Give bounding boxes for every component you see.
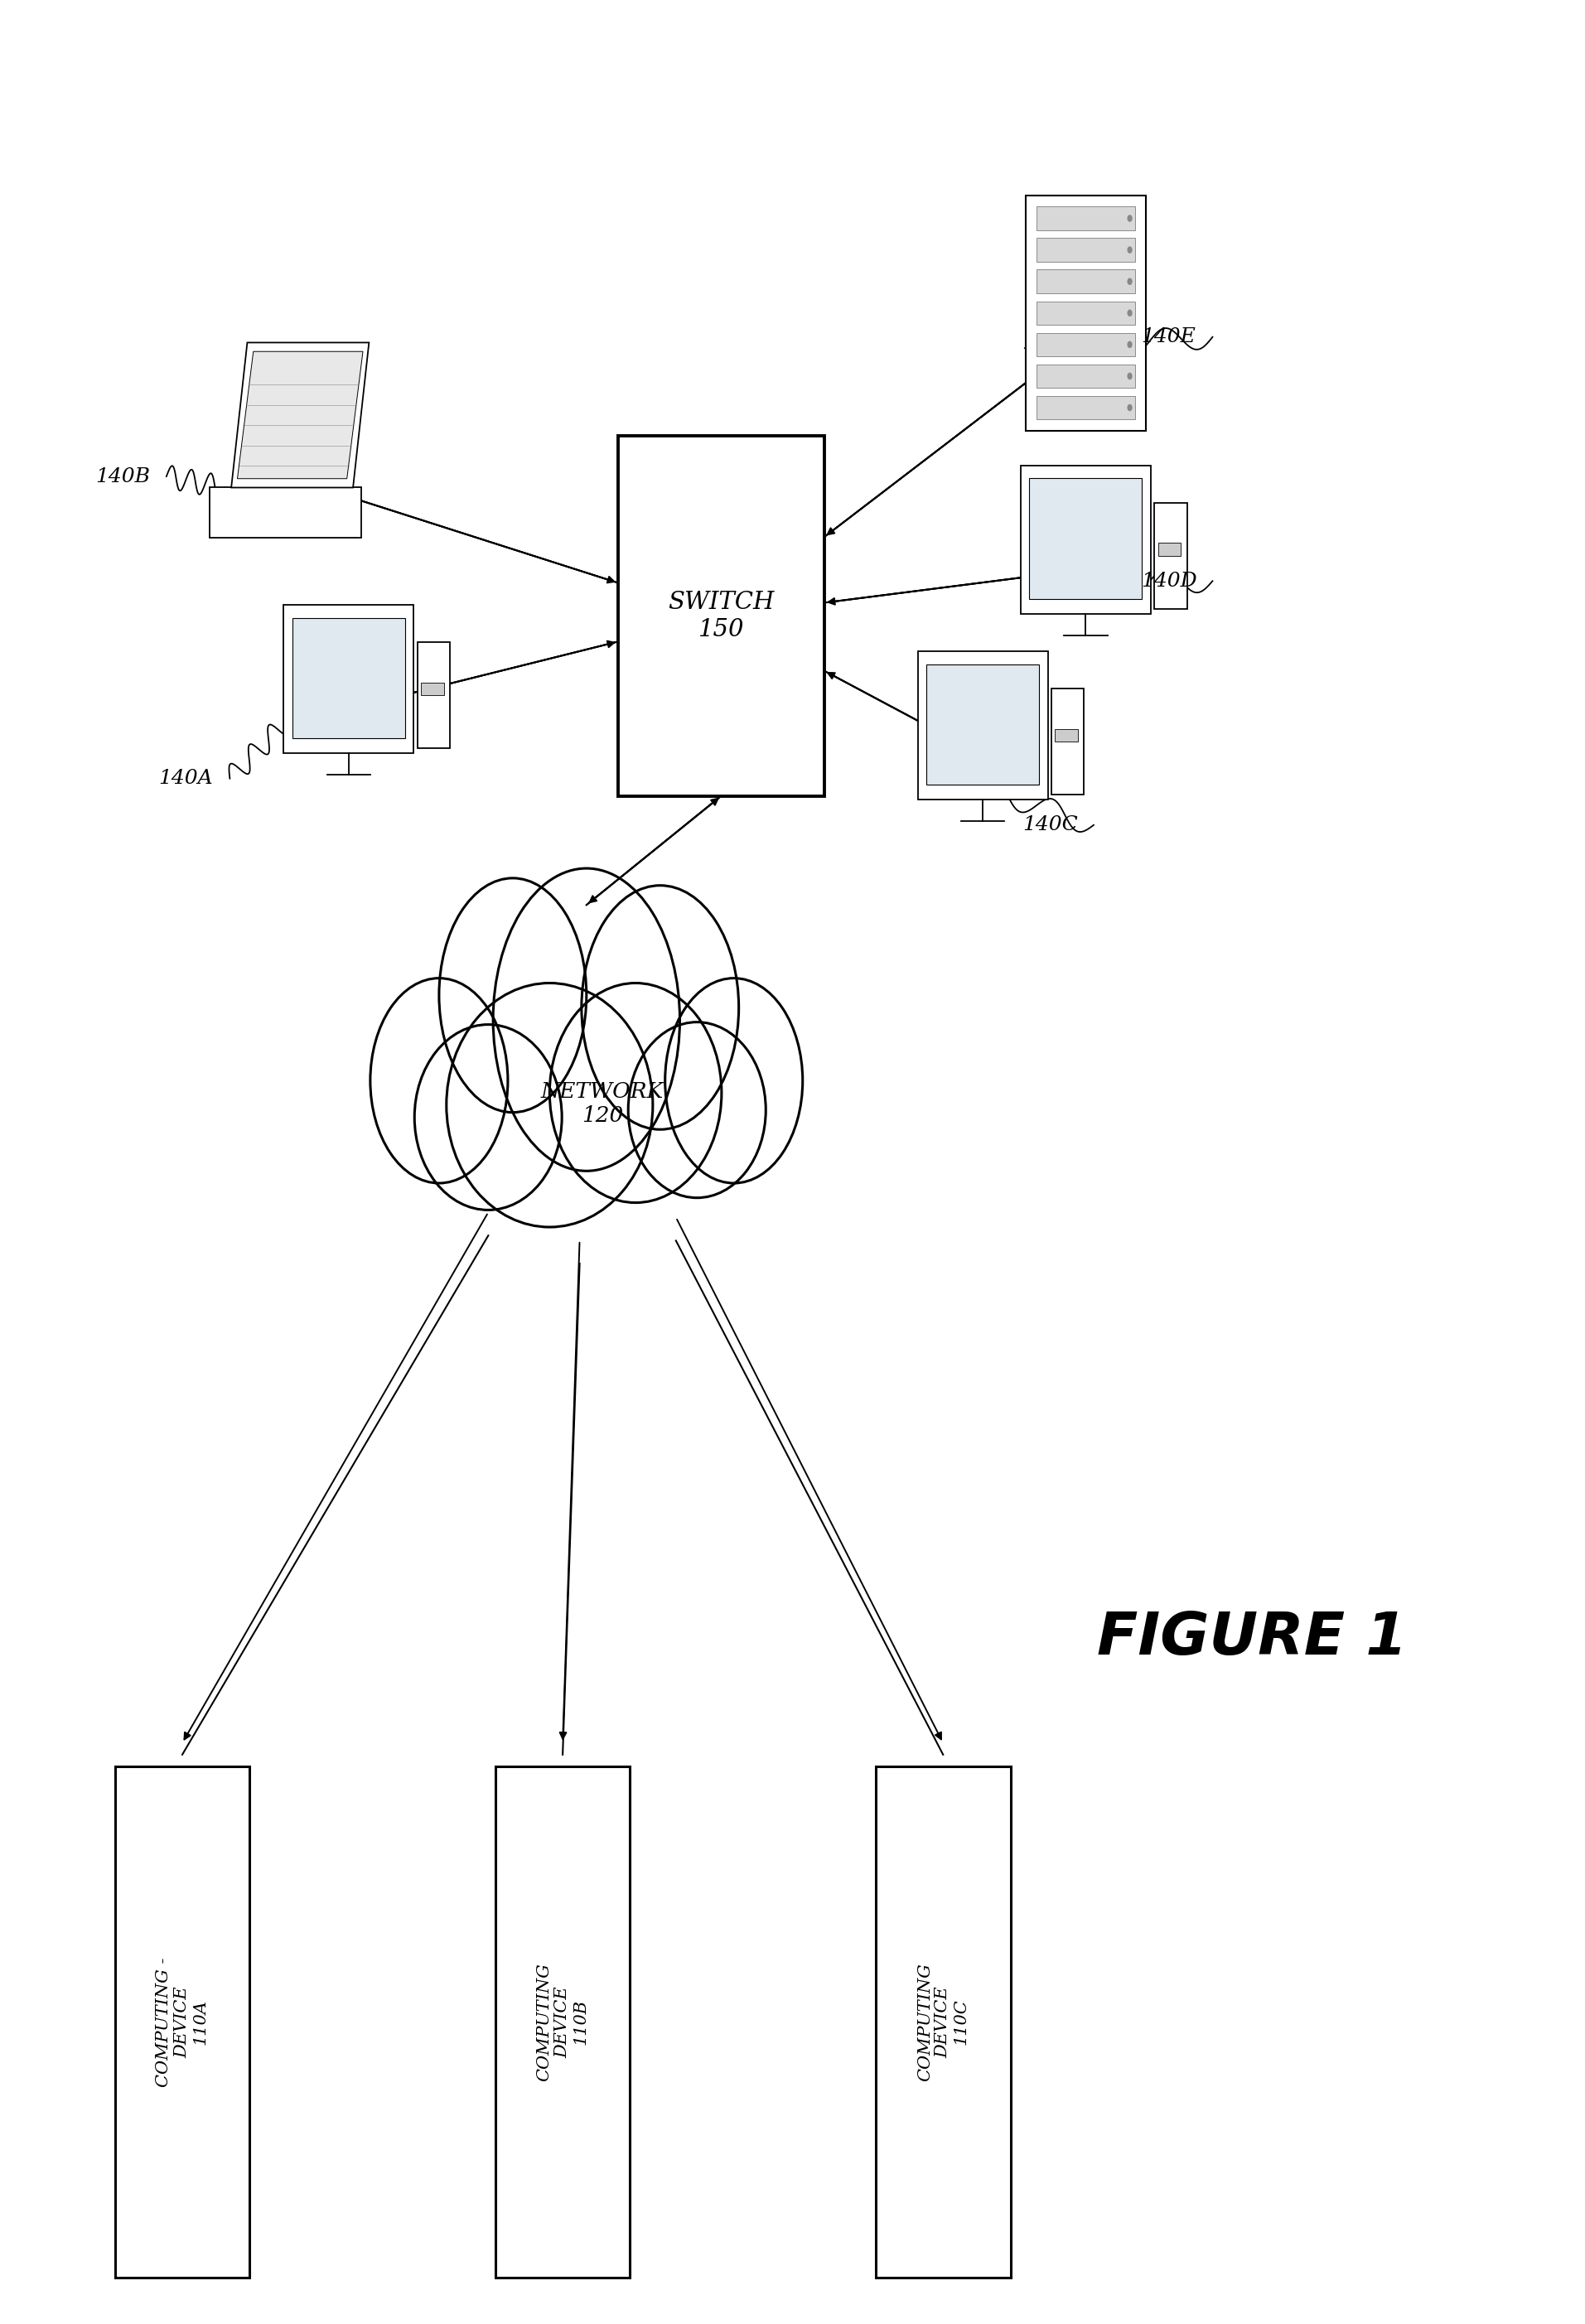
Polygon shape [238, 351, 363, 479]
Circle shape [1129, 404, 1132, 411]
Text: SWITCH
150: SWITCH 150 [667, 590, 775, 641]
Polygon shape [231, 342, 369, 488]
Text: COMPUTING
DEVICE
110C: COMPUTING DEVICE 110C [918, 1964, 968, 2080]
FancyBboxPatch shape [1021, 465, 1151, 614]
FancyBboxPatch shape [1037, 332, 1135, 356]
FancyBboxPatch shape [918, 651, 1048, 799]
FancyBboxPatch shape [495, 1766, 631, 2278]
Ellipse shape [447, 983, 653, 1227]
FancyBboxPatch shape [1051, 688, 1084, 795]
Circle shape [1129, 342, 1132, 349]
FancyBboxPatch shape [292, 618, 406, 739]
Ellipse shape [550, 983, 721, 1204]
Ellipse shape [439, 878, 586, 1113]
Ellipse shape [371, 978, 507, 1183]
FancyBboxPatch shape [1037, 237, 1135, 263]
Text: COMPUTING
DEVICE
110B: COMPUTING DEVICE 110B [537, 1964, 588, 2080]
Ellipse shape [414, 1025, 561, 1211]
Text: 140A: 140A [159, 769, 212, 788]
Circle shape [1129, 246, 1132, 253]
Text: FIGURE 1: FIGURE 1 [1097, 1611, 1407, 1666]
Text: COMPUTING -
DEVICE
110A: COMPUTING - DEVICE 110A [157, 1957, 208, 2087]
FancyBboxPatch shape [116, 1766, 250, 2278]
Ellipse shape [582, 885, 739, 1129]
FancyBboxPatch shape [422, 683, 444, 695]
FancyBboxPatch shape [1154, 502, 1187, 609]
Ellipse shape [493, 869, 680, 1171]
Circle shape [1129, 279, 1132, 284]
FancyBboxPatch shape [1037, 270, 1135, 293]
FancyBboxPatch shape [1037, 365, 1135, 388]
FancyBboxPatch shape [284, 604, 414, 753]
Text: 140D: 140D [1141, 572, 1197, 590]
FancyBboxPatch shape [1056, 730, 1078, 741]
Circle shape [1129, 216, 1132, 221]
FancyBboxPatch shape [1037, 302, 1135, 325]
Circle shape [1129, 309, 1132, 316]
FancyBboxPatch shape [926, 665, 1040, 786]
FancyBboxPatch shape [1159, 544, 1181, 555]
Text: 140B: 140B [95, 467, 151, 486]
Circle shape [1129, 374, 1132, 379]
Text: NETWORK
120: NETWORK 120 [540, 1081, 664, 1127]
FancyBboxPatch shape [618, 437, 824, 797]
Text: 140C: 140C [1022, 816, 1078, 834]
FancyBboxPatch shape [209, 488, 361, 537]
FancyBboxPatch shape [875, 1766, 1011, 2278]
FancyBboxPatch shape [1025, 195, 1146, 432]
FancyBboxPatch shape [1037, 395, 1135, 418]
Ellipse shape [666, 978, 802, 1183]
Ellipse shape [628, 1023, 766, 1197]
FancyBboxPatch shape [417, 641, 450, 748]
FancyBboxPatch shape [1037, 207, 1135, 230]
Text: 140E: 140E [1141, 328, 1195, 346]
FancyBboxPatch shape [1029, 479, 1143, 600]
